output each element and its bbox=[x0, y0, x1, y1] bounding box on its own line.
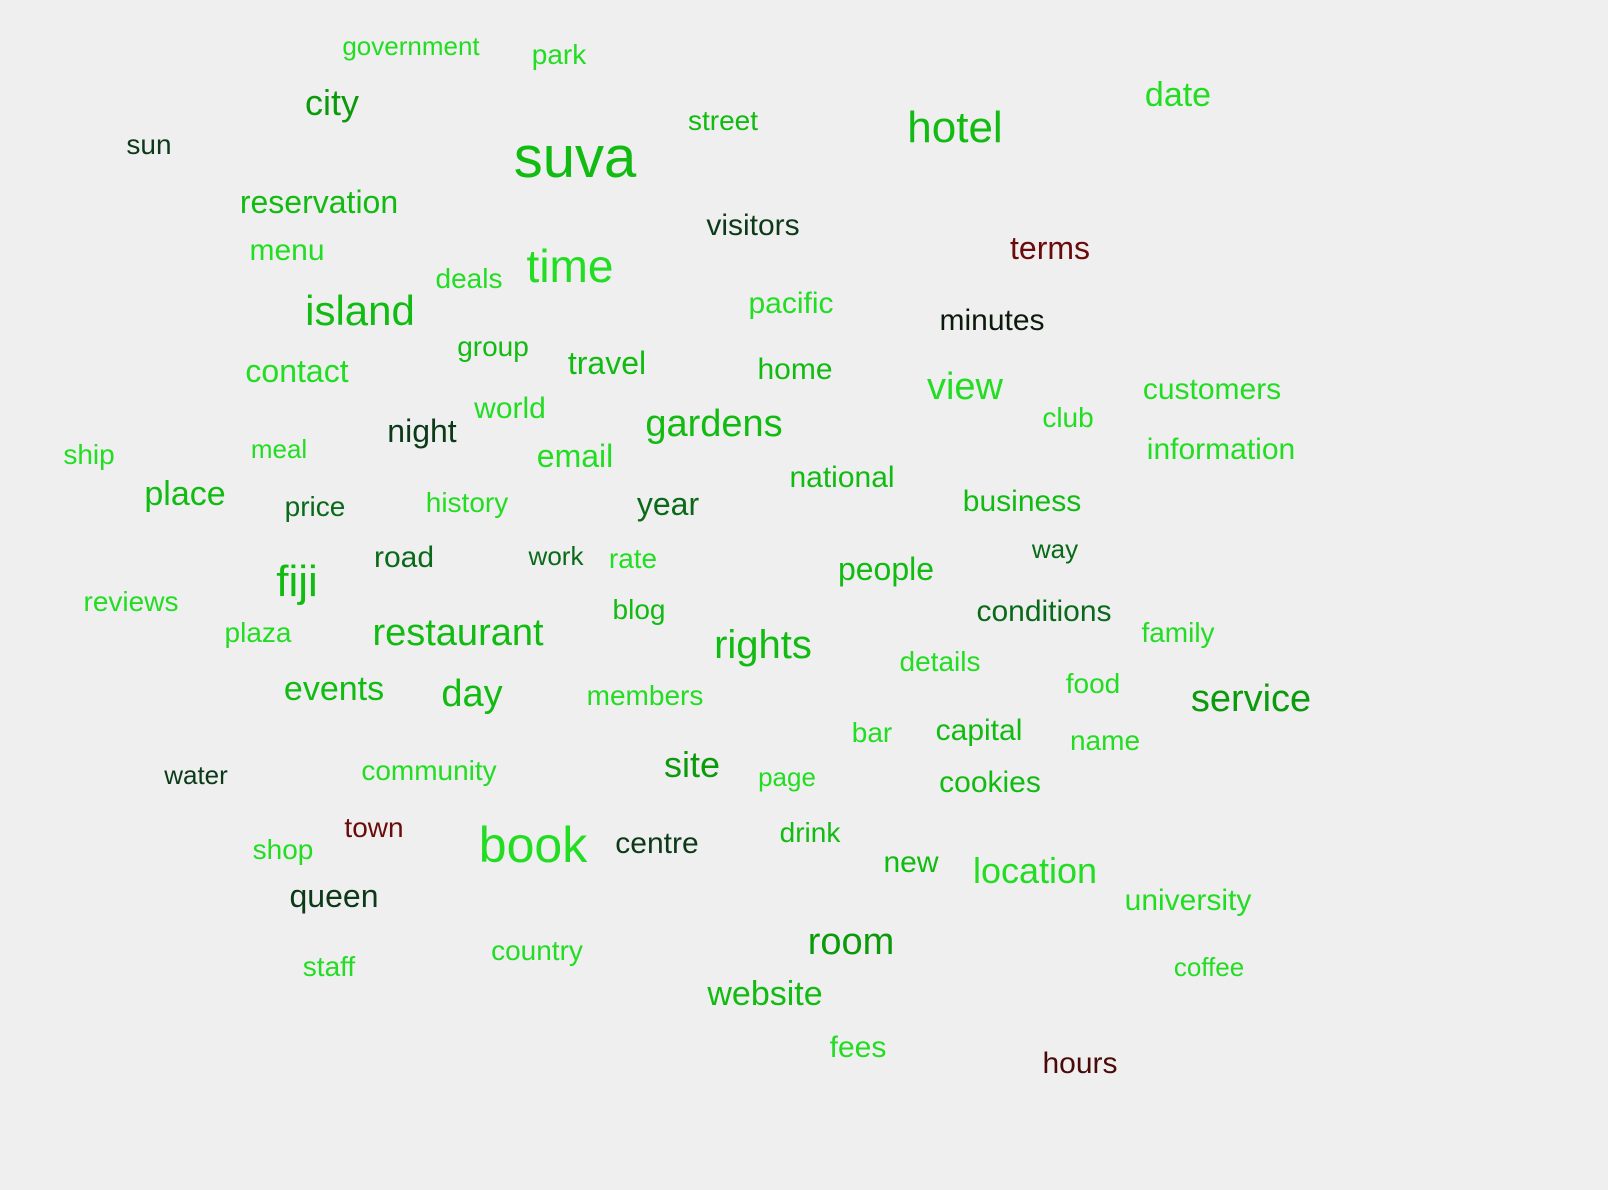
word-coffee: coffee bbox=[1173, 952, 1245, 982]
word-gardens: gardens bbox=[645, 403, 783, 445]
word-food: food bbox=[1065, 668, 1121, 699]
word-email: email bbox=[536, 438, 614, 474]
word-family: family bbox=[1141, 617, 1215, 648]
word-travel: travel bbox=[567, 345, 647, 381]
word-group: group bbox=[457, 331, 529, 362]
word-meal: meal bbox=[250, 434, 308, 464]
word-suva: suva bbox=[513, 125, 637, 190]
word-day: day bbox=[441, 673, 503, 715]
word-name: name bbox=[1069, 725, 1141, 756]
word-park: park bbox=[531, 39, 587, 70]
word-fees: fees bbox=[829, 1031, 887, 1064]
word-sun: sun bbox=[126, 129, 172, 160]
word-time: time bbox=[526, 240, 614, 292]
word-rights: rights bbox=[714, 623, 812, 667]
word-details: details bbox=[899, 646, 981, 677]
word-hours: hours bbox=[1042, 1047, 1118, 1080]
word-island: island bbox=[305, 287, 415, 334]
word-way: way bbox=[1031, 534, 1079, 564]
word-minutes: minutes bbox=[939, 304, 1045, 337]
word-service: service bbox=[1190, 678, 1312, 720]
word-national: national bbox=[789, 461, 895, 494]
word-website: website bbox=[707, 975, 823, 1013]
word-restaurant: restaurant bbox=[372, 612, 544, 654]
word-events: events bbox=[283, 670, 385, 708]
word-reservation: reservation bbox=[239, 184, 399, 220]
word-work: work bbox=[528, 541, 584, 571]
word-year: year bbox=[636, 486, 700, 522]
word-members: members bbox=[586, 680, 704, 711]
word-business: business bbox=[962, 485, 1082, 518]
word-blog: blog bbox=[612, 594, 666, 625]
word-town: town bbox=[344, 812, 404, 843]
word-street: street bbox=[687, 105, 759, 136]
word-view: view bbox=[926, 366, 1004, 408]
word-water: water bbox=[164, 760, 228, 790]
word-history: history bbox=[425, 487, 509, 518]
word-home: home bbox=[757, 353, 833, 386]
word-place: place bbox=[144, 475, 226, 513]
word-government: government bbox=[342, 31, 480, 61]
word-date: date bbox=[1144, 76, 1212, 114]
word-menu: menu bbox=[249, 234, 325, 267]
word-location: location bbox=[972, 850, 1098, 891]
word-fiji: fiji bbox=[276, 557, 318, 606]
word-country: country bbox=[491, 935, 583, 966]
word-pacific: pacific bbox=[748, 287, 834, 320]
word-city: city bbox=[305, 82, 359, 123]
word-capital: capital bbox=[935, 714, 1023, 747]
word-club: club bbox=[1042, 402, 1094, 433]
word-new: new bbox=[883, 846, 939, 879]
word-room: room bbox=[807, 921, 895, 963]
word-world: world bbox=[474, 392, 546, 425]
word-staff: staff bbox=[302, 951, 356, 982]
word-visitors: visitors bbox=[706, 209, 800, 242]
word-centre: centre bbox=[615, 827, 699, 860]
word-conditions: conditions bbox=[976, 595, 1112, 628]
word-site: site bbox=[663, 744, 721, 785]
word-people: people bbox=[837, 551, 935, 587]
word-shop: shop bbox=[252, 834, 314, 865]
word-queen: queen bbox=[289, 878, 379, 914]
word-rate: rate bbox=[608, 543, 658, 574]
word-deals: deals bbox=[435, 263, 503, 294]
word-plaza: plaza bbox=[224, 617, 292, 648]
word-price: price bbox=[284, 491, 346, 522]
word-ship: ship bbox=[63, 439, 115, 470]
word-terms: terms bbox=[1010, 230, 1090, 266]
word-information: information bbox=[1146, 433, 1296, 466]
word-contact: contact bbox=[245, 353, 349, 389]
word-bar: bar bbox=[851, 717, 893, 748]
word-university: university bbox=[1124, 884, 1252, 917]
word-reviews: reviews bbox=[83, 586, 179, 617]
word-road: road bbox=[373, 541, 435, 574]
word-community: community bbox=[361, 755, 497, 786]
word-drink: drink bbox=[779, 817, 841, 848]
word-hotel: hotel bbox=[907, 103, 1003, 152]
word-night: night bbox=[387, 413, 457, 449]
word-customers: customers bbox=[1142, 373, 1282, 406]
word-book: book bbox=[478, 817, 588, 873]
word-cookies: cookies bbox=[939, 766, 1041, 799]
word-page: page bbox=[758, 762, 816, 792]
